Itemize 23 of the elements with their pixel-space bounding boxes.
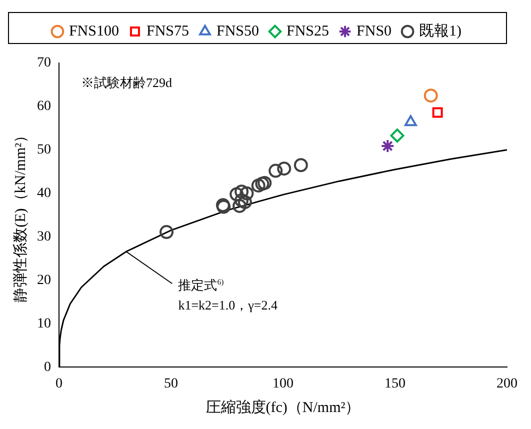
x-tick-label: 0 (56, 376, 62, 392)
legend-label: FNS50 (216, 23, 260, 40)
legend-label: FNS75 (146, 23, 190, 40)
x-tick-label: 50 (164, 376, 178, 392)
annotation: ※試験材齢729d (81, 75, 172, 90)
legend-label: FNS0 (356, 23, 392, 40)
x-axis-title: 圧縮強度(fc)（N/mm²） (206, 398, 360, 416)
y-tick-label: 30 (37, 230, 51, 244)
y-axis-title: 静弾性係数(E)（kN/mm²） (12, 128, 29, 302)
y-tick-label: 50 (37, 142, 51, 158)
y-tick-label: 10 (37, 316, 51, 332)
legend-label: FNS100 (68, 23, 119, 40)
y-tick-label: 60 (37, 99, 51, 114)
annotation: k1=k2=1.0，γ=2.4 (178, 298, 278, 313)
x-tick-label: 100 (272, 376, 294, 392)
x-tick-label: 200 (496, 376, 518, 392)
y-tick-label: 70 (37, 56, 51, 71)
legend-label: 既報1) (419, 22, 462, 40)
legend-label: FNS25 (286, 23, 330, 40)
y-tick-label: 40 (37, 186, 51, 202)
x-tick-label: 150 (384, 376, 406, 392)
y-tick-label: 0 (44, 360, 51, 375)
y-tick-label: 20 (37, 272, 51, 288)
